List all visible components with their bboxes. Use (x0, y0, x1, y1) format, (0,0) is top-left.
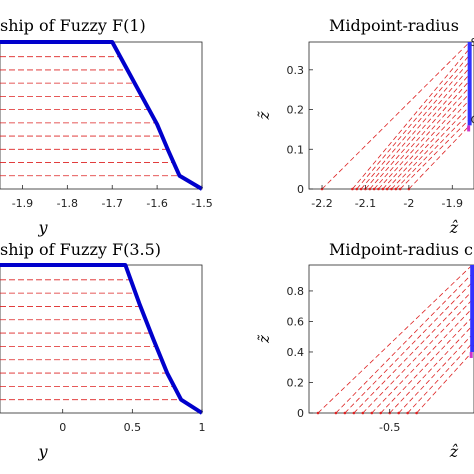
x-tick-label: -1.9 (442, 197, 463, 210)
origin-point (355, 187, 359, 191)
x-tick-label: -2 (403, 197, 414, 210)
dashed-ray (416, 351, 473, 414)
dashed-ray (399, 118, 470, 190)
y-tick-label: 0.1 (287, 143, 305, 156)
dashed-ray (386, 99, 470, 190)
dashed-ray (378, 86, 470, 190)
y-tick-label: 0 (297, 183, 304, 196)
dashed-ray (356, 54, 470, 190)
dashed-ray (395, 112, 470, 190)
x-axis-label: y (37, 442, 48, 461)
segment-bottom-label: C (471, 113, 474, 126)
axes-frame (0, 41, 203, 190)
axes-frame (0, 264, 203, 414)
dashed-ray (407, 343, 473, 414)
x-axis-label: y (37, 218, 48, 237)
y-tick-label: 0.4 (287, 346, 305, 359)
dashed-ray (380, 316, 473, 414)
y-tick-label: 0.2 (287, 104, 305, 117)
dashed-ray (365, 67, 470, 190)
y-tick-label: 0.3 (287, 64, 305, 77)
x-tick-label: -0.5 (379, 421, 400, 434)
x-tick-label: -1.5 (191, 197, 212, 210)
x-tick-label: -1.8 (57, 197, 78, 210)
origin-point (352, 411, 356, 415)
x-tick-label: -1.7 (101, 197, 122, 210)
y-axis-label: z̃ (255, 111, 273, 120)
origin-point (397, 411, 400, 415)
dashed-ray (369, 73, 470, 190)
x-tick-label: -1.6 (146, 197, 167, 210)
origin-point (394, 187, 398, 191)
y-tick-label: 0 (297, 407, 304, 420)
chart-title: ship of Fuzzy F(3.5) (0, 240, 161, 259)
x-tick-label: -1.9 (12, 197, 33, 210)
chart-title: Midpoint-radius c (329, 240, 473, 259)
dashed-ray (389, 325, 473, 414)
dashed-ray (352, 48, 470, 190)
origin-point (385, 187, 389, 191)
dashed-ray (373, 80, 470, 190)
dashed-ray (317, 264, 473, 414)
origin-point (368, 187, 372, 191)
subplot-2 (308, 41, 474, 191)
dashed-ray (360, 60, 470, 190)
y-tick-label: 0.8 (287, 285, 305, 298)
subplot-4 (308, 264, 474, 415)
chart-title: ship of Fuzzy F(1) (0, 16, 146, 35)
dashed-ray (321, 41, 470, 190)
subplot-1 (0, 40, 204, 191)
dashed-ray (408, 125, 470, 190)
origin-point (316, 411, 320, 415)
dashed-ray (362, 299, 473, 414)
y-tick-label: 0.6 (287, 315, 305, 328)
axes-frame (308, 264, 474, 414)
x-tick-label: -2.2 (311, 197, 332, 210)
chart-title: Midpoint-radius (329, 16, 459, 35)
origin-point (379, 411, 383, 415)
origin-point (359, 187, 363, 191)
dashed-ray (391, 105, 470, 190)
segment-top-label: S (471, 36, 474, 49)
subplot-3 (0, 263, 204, 415)
origin-point (361, 411, 365, 415)
membership-curve (0, 263, 204, 415)
x-tick-label: 1 (199, 421, 206, 434)
dashed-ray (382, 93, 470, 190)
origin-point (343, 411, 347, 415)
dashed-ray (335, 273, 473, 414)
x-tick-label: 0 (59, 421, 66, 434)
dashed-ray (353, 290, 473, 414)
dashed-ray (371, 308, 473, 414)
y-axis-label: z̃ (255, 334, 273, 343)
origin-point (351, 187, 354, 191)
origin-point (381, 187, 385, 191)
origin-point (334, 411, 338, 415)
origin-point (406, 411, 409, 415)
origin-point (372, 187, 376, 191)
membership-curve (0, 40, 204, 191)
x-axis-label: ẑ (449, 442, 459, 461)
origin-point (390, 187, 393, 191)
dashed-ray (398, 334, 473, 414)
origin-point (370, 411, 374, 415)
x-axis-label: ẑ (449, 218, 459, 237)
origin-point (415, 411, 418, 415)
x-tick-label: -2.1 (355, 197, 376, 210)
origin-point (398, 187, 402, 191)
x-tick-label: 0.5 (124, 421, 142, 434)
dashed-ray (344, 282, 473, 414)
y-tick-label: 0.2 (287, 376, 305, 389)
origin-point (377, 187, 380, 191)
